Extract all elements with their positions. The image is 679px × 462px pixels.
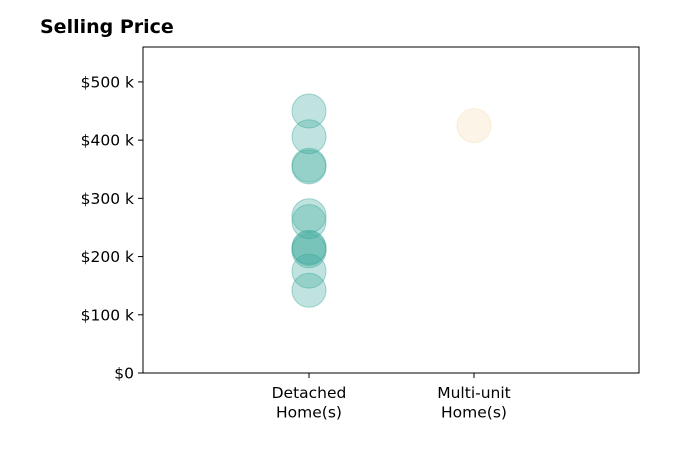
y-tick-label: $0 — [114, 365, 134, 383]
data-point — [291, 119, 327, 155]
x-tick-label: Multi-unit Home(s) — [437, 384, 511, 422]
data-point — [291, 233, 327, 269]
data-point — [291, 149, 327, 185]
y-tick-label: $500 k — [81, 73, 134, 91]
y-axis: $0 $100 k $200 k $300 k $400 k $500 k — [81, 73, 143, 383]
data-point — [291, 272, 327, 308]
y-tick-label: $300 k — [81, 190, 134, 208]
data-point — [291, 229, 327, 265]
data-point — [291, 204, 327, 240]
y-tick-label: $200 k — [81, 248, 134, 266]
y-tick-label: $100 k — [81, 306, 134, 324]
data-point — [291, 253, 327, 289]
data-point — [291, 93, 327, 129]
x-axis: Detached Home(s) Multi-unit Home(s) — [272, 373, 511, 422]
data-point — [291, 230, 327, 266]
data-point — [456, 108, 492, 144]
y-tick-label: $400 k — [81, 132, 134, 150]
plot-frame — [142, 46, 640, 374]
chart-title: Selling Price — [40, 16, 174, 38]
x-tick-label: Detached Home(s) — [272, 384, 347, 422]
data-point — [291, 147, 327, 183]
data-point — [291, 198, 327, 234]
data-points — [291, 93, 492, 308]
